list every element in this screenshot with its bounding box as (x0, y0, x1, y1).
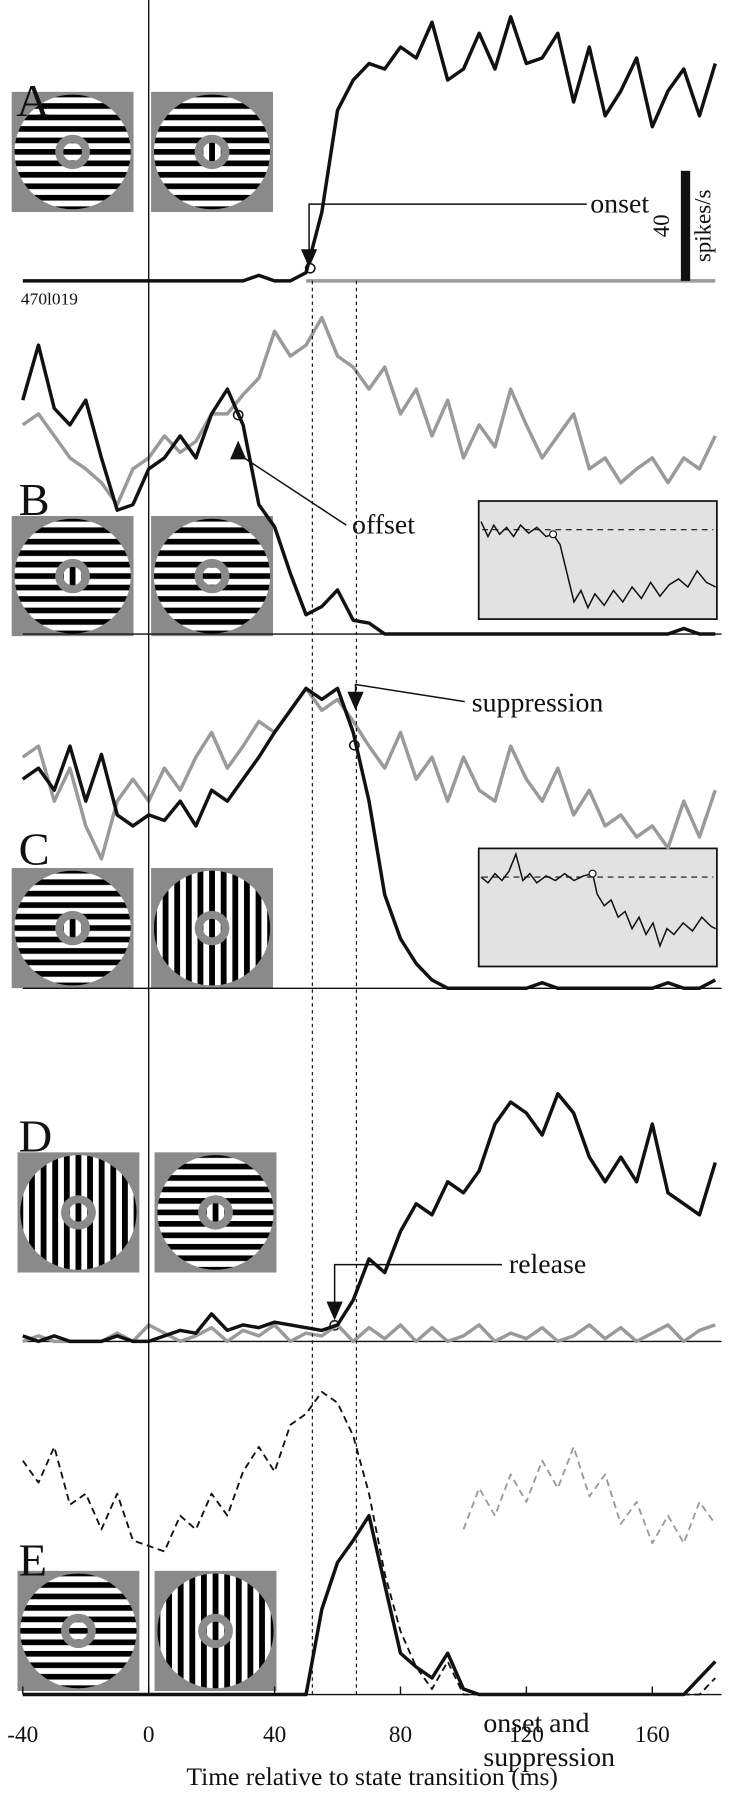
trace (21, 343, 716, 636)
trace (21, 315, 717, 507)
trace (462, 1445, 717, 1545)
panel-letter: D (19, 1111, 53, 1162)
scale-bar-value: 40 (648, 214, 674, 237)
trace (22, 15, 717, 283)
panel-letter: E (19, 1535, 47, 1586)
annotation-leaders (230, 203, 587, 1331)
inset (477, 500, 718, 620)
x-tick-label: 40 (263, 1721, 286, 1747)
x-axis-title: Time relative to state transition (ms) (186, 1763, 558, 1791)
stimulus-icon (17, 1570, 140, 1692)
annotation: suppression (483, 1741, 615, 1772)
annotation: offset (352, 509, 415, 540)
stimulus-icon (151, 91, 274, 213)
stimulus-icon (11, 867, 134, 989)
annotation: onset (590, 188, 649, 219)
stimulus-icon (154, 1152, 277, 1273)
trace (21, 686, 717, 990)
cell-id: 470l019 (21, 289, 78, 308)
trace (22, 1513, 717, 1697)
annotation: onset and (483, 1707, 589, 1738)
stimulus-icon (151, 867, 274, 989)
x-tick-label: -40 (7, 1721, 38, 1747)
x-tick-label: 160 (635, 1721, 670, 1747)
panel-letter: B (19, 474, 50, 525)
trace (22, 1092, 717, 1344)
scale-bar (680, 170, 691, 281)
scale-bar-unit: spikes/s (689, 190, 715, 263)
stimulus-icon (154, 1570, 277, 1692)
panel-letter: A (16, 75, 50, 126)
stimulus-icon (17, 1152, 140, 1273)
trace (21, 686, 717, 861)
inset (477, 847, 718, 968)
x-tick-label: 80 (389, 1721, 412, 1747)
trace (22, 1323, 716, 1344)
x-tick-label: 120 (509, 1721, 544, 1747)
stimulus-icon (151, 515, 274, 637)
annotation: release (509, 1248, 586, 1279)
annotation: suppression (472, 687, 604, 718)
x-tick-label: 0 (143, 1721, 155, 1747)
trace (22, 1390, 716, 1696)
panel-letter: C (19, 824, 50, 875)
stimulus-icon (11, 515, 134, 637)
